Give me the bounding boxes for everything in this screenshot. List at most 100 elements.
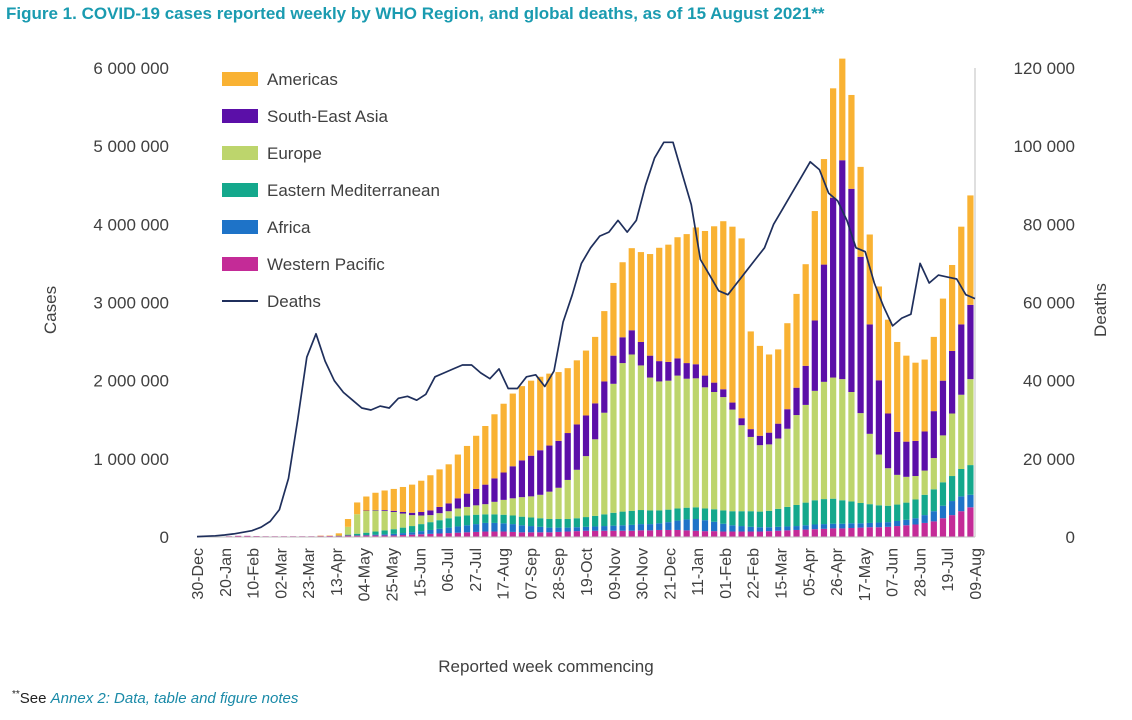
bar-eastern-mediterranean-week-48 xyxy=(628,510,635,525)
bar-eastern-mediterranean-week-40 xyxy=(555,519,562,528)
bar-eastern-mediterranean-week-63 xyxy=(765,510,773,528)
bar-eastern-mediterranean-week-79 xyxy=(912,499,919,519)
y2-tick-label: 120 000 xyxy=(1014,59,1075,78)
bar-south-east-asia-week-26 xyxy=(427,510,434,516)
x-tick-label: 13-Apr xyxy=(329,547,346,596)
bar-south-east-asia-week-65 xyxy=(784,409,791,429)
x-tick-label: 23-Mar xyxy=(301,547,318,598)
bar-south-east-asia-week-29 xyxy=(454,498,461,509)
bar-americas-week-21 xyxy=(381,490,388,511)
bar-western-pacific-week-6 xyxy=(244,535,251,537)
bar-europe-week-49 xyxy=(637,365,645,511)
bar-europe-week-19 xyxy=(363,510,370,533)
bar-africa-week-31 xyxy=(473,524,480,532)
bar-south-east-asia-week-80 xyxy=(921,431,928,471)
bar-eastern-mediterranean-week-51 xyxy=(656,510,663,524)
bar-africa-week-20 xyxy=(372,534,379,536)
bar-eastern-mediterranean-week-19 xyxy=(363,532,370,536)
bar-south-east-asia-week-77 xyxy=(894,431,901,475)
axes xyxy=(197,68,976,538)
bar-eastern-mediterranean-week-67 xyxy=(802,502,809,526)
bar-eastern-mediterranean-week-66 xyxy=(793,504,800,527)
bar-western-pacific-week-27 xyxy=(436,533,443,537)
bar-western-pacific-week-37 xyxy=(527,532,535,537)
bar-africa-week-34 xyxy=(500,523,507,532)
bar-africa-week-64 xyxy=(775,526,782,531)
bar-europe-week-57 xyxy=(711,392,718,510)
x-tick-label: 09-Nov xyxy=(607,548,624,600)
bar-europe-week-63 xyxy=(765,444,773,511)
tick-labels: 0 1 000 000 2 000 000 3 000 000 4 000 000 5 0… xyxy=(93,59,1075,601)
bar-western-pacific-week-52 xyxy=(665,529,672,537)
bar-americas-week-34 xyxy=(500,403,507,473)
bar-europe-week-20 xyxy=(372,510,379,532)
bar-americas-week-51 xyxy=(656,247,663,362)
bar-europe-week-21 xyxy=(381,510,388,531)
bar-eastern-mediterranean-week-21 xyxy=(381,530,388,535)
bar-africa-week-77 xyxy=(894,520,901,527)
bar-americas-week-40 xyxy=(555,372,562,441)
footnote-marker: ** xyxy=(12,689,20,700)
annex-link[interactable]: Annex 2: Data, table and figure notes xyxy=(50,690,299,707)
bar-eastern-mediterranean-week-50 xyxy=(646,510,654,525)
bar-eastern-mediterranean-week-85 xyxy=(967,465,974,495)
bar-western-pacific-week-33 xyxy=(491,531,498,537)
bar-africa-week-62 xyxy=(756,527,764,532)
bar-europe-week-69 xyxy=(820,381,828,500)
legend-label: Deaths xyxy=(267,292,321,311)
bar-europe-week-80 xyxy=(921,470,928,495)
legend-swatch-western-pacific xyxy=(222,257,258,271)
bar-western-pacific-week-50 xyxy=(646,530,654,537)
bar-europe-week-53 xyxy=(674,375,681,509)
bar-africa-week-71 xyxy=(839,523,846,529)
y-tick-label: 1 000 000 xyxy=(93,450,169,469)
bar-europe-week-77 xyxy=(894,474,901,505)
bar-eastern-mediterranean-week-23 xyxy=(399,527,407,534)
bar-western-pacific-week-36 xyxy=(518,532,526,537)
bar-africa-week-32 xyxy=(482,522,489,532)
bar-africa-week-43 xyxy=(582,526,590,531)
x-tick-label: 17-May xyxy=(857,548,874,601)
bar-americas-week-24 xyxy=(408,484,416,513)
x-tick-label: 27-Jul xyxy=(468,548,485,592)
stacked-bars xyxy=(198,58,974,538)
x-axis-label: Reported week commencing xyxy=(438,657,653,676)
bar-south-east-asia-week-81 xyxy=(930,411,937,459)
bar-eastern-mediterranean-week-69 xyxy=(820,499,828,525)
bar-eastern-mediterranean-week-18 xyxy=(354,533,361,536)
bar-africa-week-33 xyxy=(491,522,498,532)
bar-south-east-asia-week-23 xyxy=(399,511,407,514)
deaths-line-group xyxy=(196,141,976,538)
bar-americas-week-20 xyxy=(372,492,379,510)
bar-americas-week-71 xyxy=(839,58,846,161)
bar-western-pacific-week-42 xyxy=(573,531,580,537)
legend-swatch-americas xyxy=(222,72,258,86)
bar-africa-week-73 xyxy=(857,523,864,528)
y-tick-label: 3 000 000 xyxy=(93,294,169,313)
bar-eastern-mediterranean-week-72 xyxy=(848,501,855,524)
bar-eastern-mediterranean-week-24 xyxy=(408,526,416,533)
bar-europe-week-45 xyxy=(601,412,608,515)
bar-africa-week-76 xyxy=(884,522,892,527)
bar-africa-week-80 xyxy=(921,515,928,523)
bar-africa-week-55 xyxy=(692,519,699,531)
bar-south-east-asia-week-47 xyxy=(619,337,626,364)
bar-eastern-mediterranean-week-29 xyxy=(454,516,461,527)
bar-western-pacific-week-29 xyxy=(454,532,461,537)
bar-americas-week-57 xyxy=(711,226,718,383)
bar-south-east-asia-week-71 xyxy=(839,160,846,380)
x-tick-label: 10-Feb xyxy=(246,548,263,599)
bar-eastern-mediterranean-week-54 xyxy=(683,507,690,520)
bar-south-east-asia-week-30 xyxy=(463,493,471,507)
bar-africa-week-52 xyxy=(665,522,672,530)
bar-americas-week-27 xyxy=(436,469,443,507)
bar-western-pacific-week-40 xyxy=(555,531,562,537)
bar-americas-week-50 xyxy=(646,254,654,356)
bar-americas-week-68 xyxy=(811,211,818,321)
bar-africa-week-67 xyxy=(802,525,809,530)
bar-south-east-asia-week-84 xyxy=(958,324,965,395)
bar-south-east-asia-week-73 xyxy=(857,256,864,414)
bar-europe-week-43 xyxy=(582,456,590,518)
bar-eastern-mediterranean-week-49 xyxy=(637,510,645,525)
bar-americas-week-44 xyxy=(592,336,599,404)
